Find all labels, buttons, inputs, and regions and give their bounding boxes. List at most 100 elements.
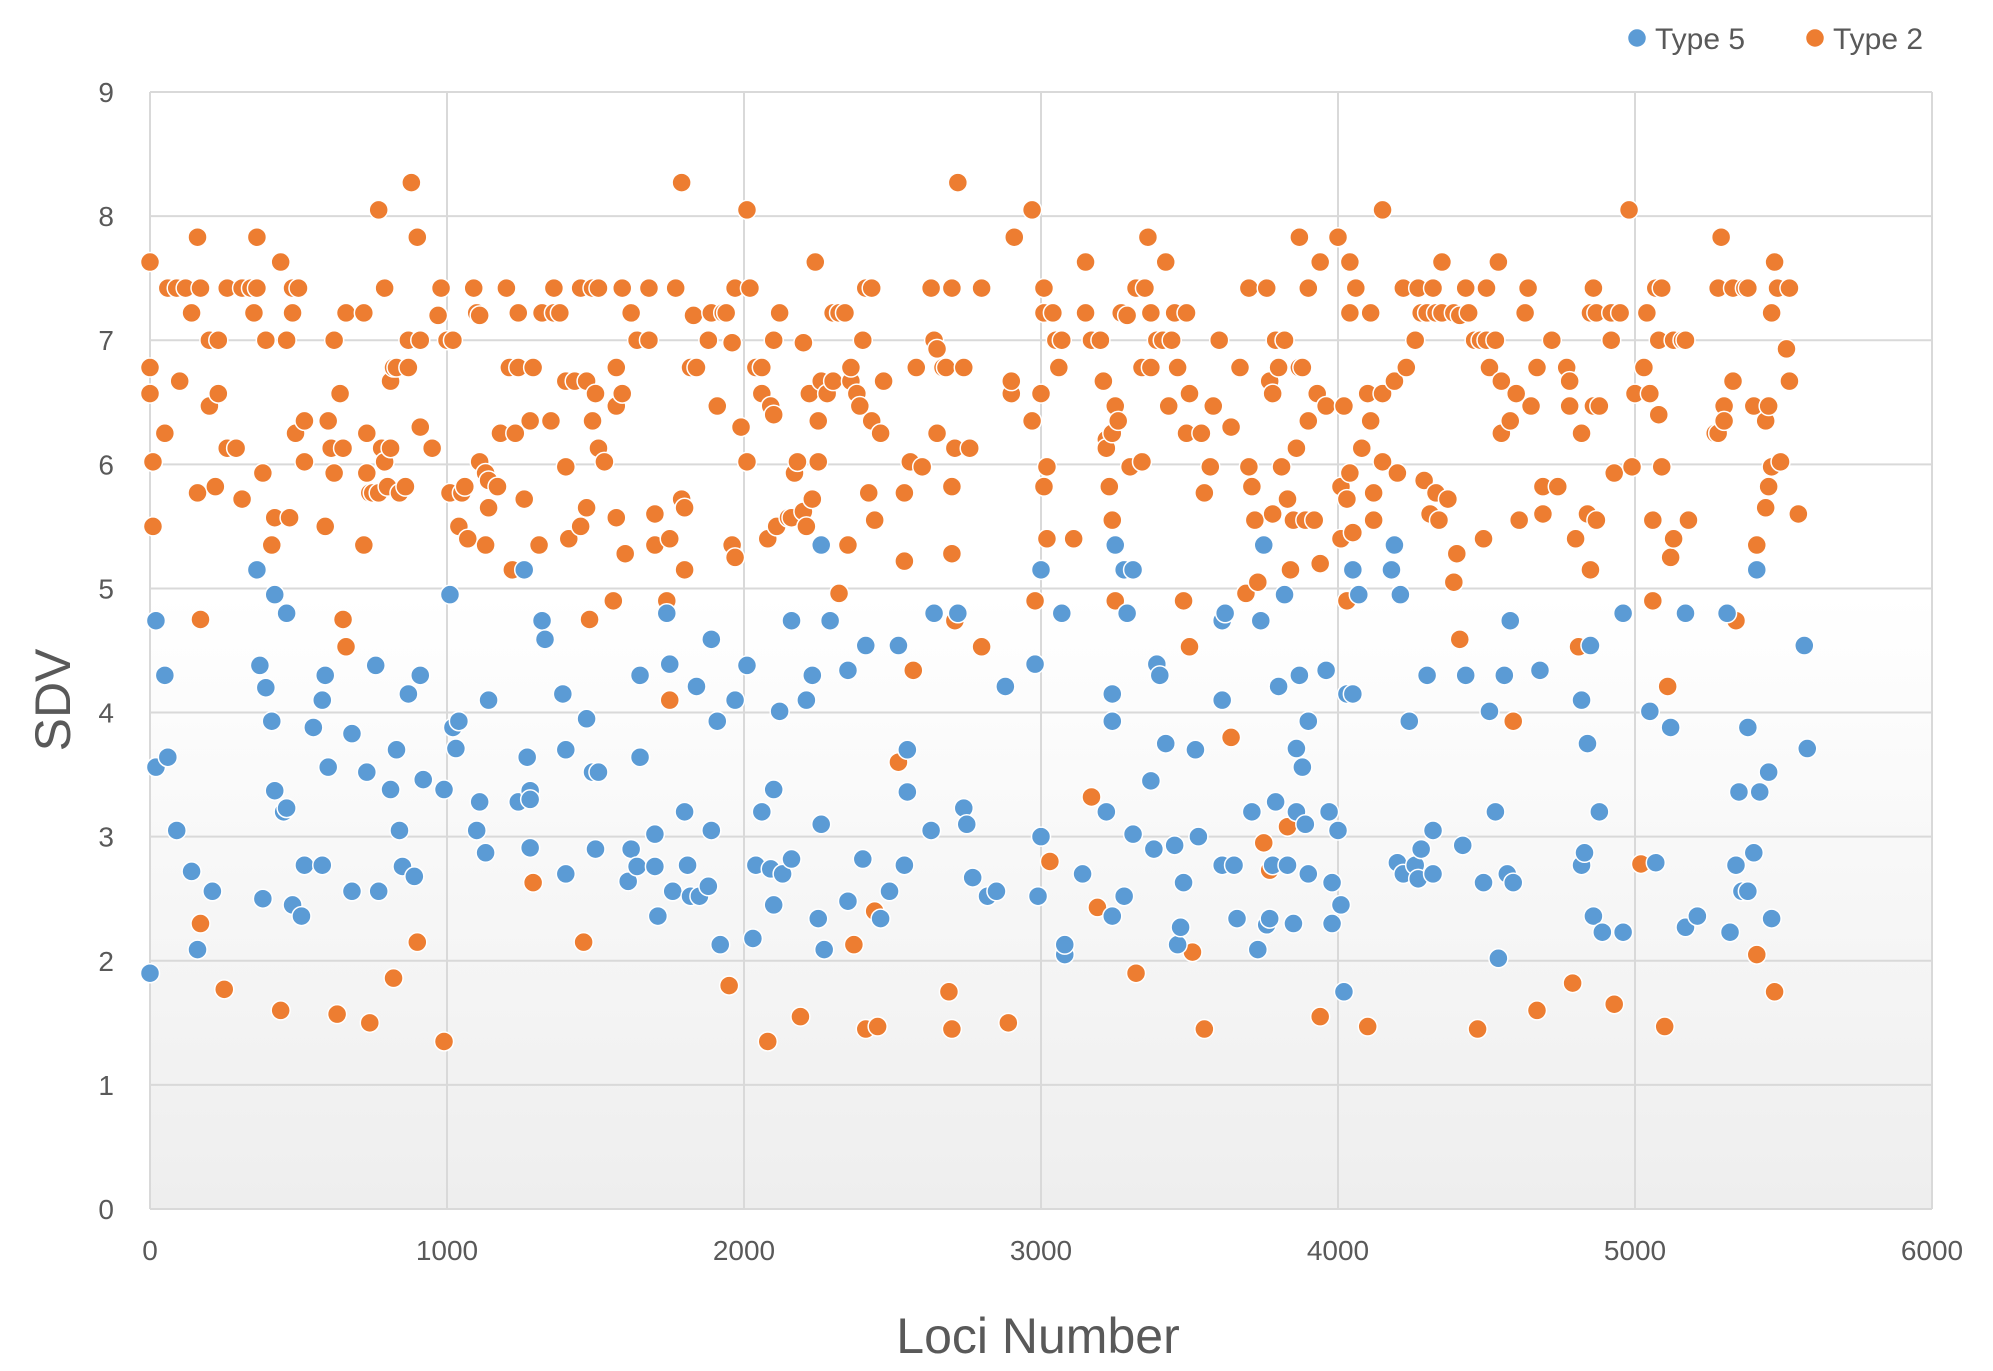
data-point: [475, 842, 496, 864]
data-point: [157, 746, 179, 768]
data-point: [683, 305, 704, 326]
data-point: [1042, 302, 1064, 324]
data-point: [139, 251, 161, 273]
data-point: [1277, 488, 1298, 510]
data-point: [1289, 226, 1310, 248]
data-point: [971, 636, 992, 658]
data-point: [534, 629, 556, 650]
data-point: [665, 277, 686, 299]
data-point: [1687, 905, 1708, 927]
data-point: [1194, 1018, 1215, 1040]
data-point: [1764, 981, 1785, 1003]
data-point: [1247, 939, 1269, 960]
data-point: [1298, 277, 1319, 299]
data-point: [1173, 590, 1194, 612]
y-tick-label: 2: [98, 946, 114, 977]
data-point: [1033, 277, 1055, 299]
data-point: [1262, 503, 1283, 525]
data-point: [410, 665, 431, 686]
data-point: [920, 820, 942, 841]
data-point: [614, 543, 636, 564]
data-point: [145, 610, 167, 631]
data-point: [505, 423, 526, 444]
data-point: [1455, 665, 1476, 686]
data-point: [1485, 801, 1506, 823]
data-point: [570, 516, 591, 537]
data-point: [312, 854, 333, 876]
data-point: [576, 497, 597, 519]
data-point: [1755, 497, 1776, 519]
data-point: [202, 881, 223, 902]
data-point: [971, 277, 992, 299]
data-point: [1253, 534, 1274, 556]
data-point: [341, 723, 363, 744]
data-point: [686, 357, 707, 378]
data-point: [401, 172, 422, 193]
data-point: [707, 395, 728, 417]
data-point: [1571, 423, 1592, 444]
data-point: [1315, 395, 1337, 417]
data-point: [294, 854, 315, 876]
data-point: [1675, 603, 1696, 624]
data-point: [659, 689, 680, 711]
x-tick-label: 4000: [1307, 1235, 1369, 1266]
data-point: [1526, 357, 1548, 378]
data-point: [1054, 934, 1076, 955]
data-point: [1746, 534, 1768, 556]
data-point: [629, 746, 651, 768]
data-point: [531, 610, 553, 631]
data-point: [1384, 370, 1405, 392]
data-point: [1265, 791, 1286, 813]
data-point: [1336, 488, 1358, 510]
data-point: [1102, 905, 1123, 927]
data-point: [1051, 603, 1073, 624]
data-point: [1663, 528, 1684, 550]
data-point: [724, 689, 746, 711]
data-point: [1179, 383, 1200, 404]
data-point: [1571, 689, 1592, 711]
data-point: [736, 199, 758, 221]
data-point: [380, 779, 401, 800]
data-point: [626, 856, 648, 877]
data-point: [323, 329, 345, 351]
data-point: [1036, 528, 1058, 550]
data-point: [1612, 603, 1634, 624]
data-point: [707, 710, 728, 732]
data-point: [142, 516, 164, 537]
data-point: [742, 928, 764, 949]
data-point: [677, 854, 698, 876]
data-point: [246, 226, 268, 248]
data-point: [1716, 603, 1738, 624]
y-tick-label: 6: [98, 449, 114, 480]
data-point: [701, 629, 722, 650]
data-point: [1494, 665, 1515, 686]
data-point: [1642, 590, 1664, 612]
data-point: [1500, 410, 1521, 432]
data-point: [1794, 635, 1815, 656]
data-point: [861, 277, 882, 299]
data-point: [1609, 302, 1631, 324]
data-point: [412, 769, 434, 790]
data-point: [513, 488, 535, 510]
data-point: [1396, 357, 1417, 378]
data-point: [813, 939, 835, 960]
data-point: [998, 1012, 1019, 1034]
data-point: [356, 761, 378, 783]
data-point: [270, 1000, 291, 1021]
data-point: [1194, 482, 1215, 504]
data-point: [1416, 665, 1438, 686]
data-point: [1333, 981, 1355, 1003]
data-point: [154, 423, 176, 444]
data-point: [466, 820, 487, 841]
data-point: [1514, 302, 1536, 324]
data-point: [1532, 503, 1554, 525]
data-point: [139, 962, 161, 984]
x-tick-label: 0: [142, 1235, 158, 1266]
data-point: [404, 866, 425, 887]
data-point: [1428, 509, 1450, 531]
data-point: [1797, 738, 1818, 759]
data-point: [1725, 854, 1747, 876]
data-point: [1502, 710, 1524, 732]
data-point: [478, 497, 499, 519]
data-point: [1220, 727, 1242, 748]
